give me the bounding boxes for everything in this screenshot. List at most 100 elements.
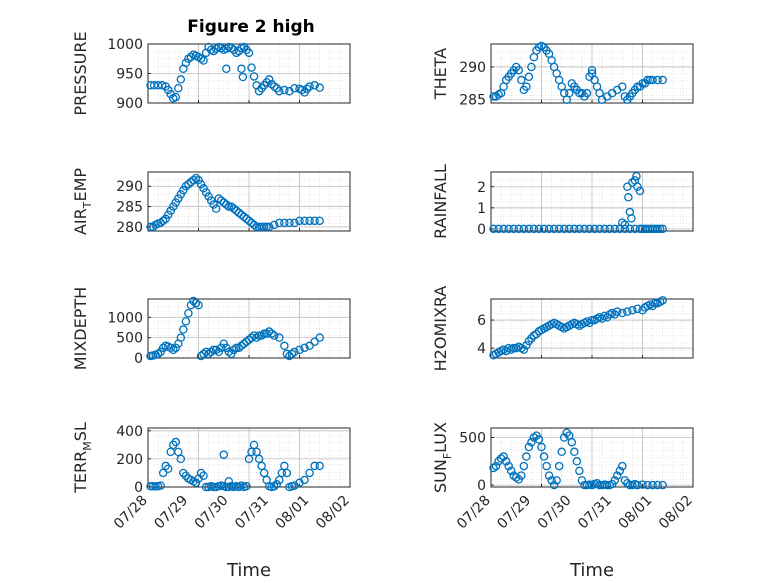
data-point (166, 343, 175, 353)
data-point (242, 214, 251, 224)
data-point (295, 216, 304, 226)
data-point (184, 308, 193, 318)
data-point (580, 224, 589, 234)
data-point (489, 463, 498, 473)
data-point (494, 224, 503, 234)
data-point (549, 224, 559, 234)
data-point (257, 331, 266, 340)
data-point (247, 447, 256, 457)
data-point (222, 200, 231, 209)
data-point (219, 198, 228, 207)
data-point (191, 173, 201, 183)
subplot-4: 0 1 2 RAINFALL (431, 164, 694, 239)
data-point (559, 224, 569, 234)
y-tick-label: 0 (477, 478, 486, 494)
data-point (282, 468, 292, 478)
data-point (166, 447, 175, 457)
data-point (176, 75, 186, 84)
data-point (232, 343, 241, 353)
data-point (532, 329, 541, 339)
data-point (310, 461, 319, 471)
data-point (168, 440, 178, 450)
data-point (196, 351, 206, 361)
data-point (211, 204, 221, 213)
data-point (624, 193, 633, 202)
x-tick-label: 07/28 (111, 493, 151, 533)
data-point (191, 478, 201, 488)
data-point (504, 224, 513, 234)
data-point (519, 224, 529, 234)
data-point (269, 331, 279, 340)
data-point (517, 471, 526, 480)
data-point (275, 86, 284, 96)
data-point (512, 473, 521, 482)
data-point (267, 329, 276, 338)
x-tick-label: 08/02 (656, 493, 696, 533)
x-tick-label: 07/31 (232, 493, 272, 533)
y-tick-label: 2 (477, 180, 486, 196)
data-point (287, 349, 297, 359)
data-point (186, 177, 196, 187)
data-point (648, 75, 657, 85)
data-point (209, 345, 218, 355)
data-point (310, 337, 319, 346)
data-point (577, 476, 587, 485)
data-point (264, 75, 274, 84)
data-point (189, 296, 198, 306)
data-point (618, 218, 627, 227)
data-point (613, 471, 622, 480)
data-point (214, 194, 223, 203)
data-point (504, 461, 513, 471)
data-point (282, 349, 292, 359)
y-axis-label: SUNFLUX (431, 422, 454, 493)
data-point (285, 218, 294, 228)
data-point (257, 461, 266, 471)
data-point (259, 468, 269, 478)
data-point (527, 62, 536, 72)
data-point (602, 313, 612, 322)
data-point (290, 84, 299, 93)
data-point (149, 81, 159, 90)
data-point (570, 224, 579, 234)
x-tick-label: 07/31 (575, 493, 615, 533)
data-point (168, 345, 178, 355)
data-point (247, 333, 256, 342)
data-point (605, 224, 614, 234)
data-point (174, 84, 183, 93)
data-point (587, 315, 597, 325)
data-point (181, 471, 191, 481)
data-point (249, 72, 259, 81)
data-point (544, 224, 554, 234)
data-point (506, 466, 516, 476)
data-point (229, 204, 239, 213)
data-point (227, 202, 236, 211)
data-point (163, 85, 173, 95)
data-point (582, 88, 592, 98)
data-point (602, 480, 612, 490)
data-point (633, 182, 642, 191)
data-point (524, 224, 534, 234)
data-point (650, 298, 660, 308)
data-point (199, 56, 208, 65)
y-tick-label: 1 (477, 201, 486, 217)
y-tick-label: 0 (477, 222, 486, 238)
data-point (522, 452, 531, 461)
data-point (655, 224, 665, 234)
subplot-1: 900 950 1000 PRESSURE (71, 31, 351, 116)
data-point (222, 64, 231, 74)
data-point (234, 343, 244, 353)
data-point (249, 220, 259, 230)
data-point (285, 351, 294, 361)
data-point (315, 461, 324, 471)
data-point (565, 88, 574, 98)
data-point (529, 433, 539, 442)
data-point (658, 75, 667, 85)
subplot-7: 0 200 400 07/28 07/29 07/30 07/31 08/01 08/02 Tim… (71, 422, 353, 581)
data-point (300, 343, 309, 353)
data-point (290, 218, 299, 228)
data-point (615, 466, 625, 476)
data-point (633, 480, 642, 490)
data-point (610, 224, 619, 234)
data-point (272, 479, 282, 489)
